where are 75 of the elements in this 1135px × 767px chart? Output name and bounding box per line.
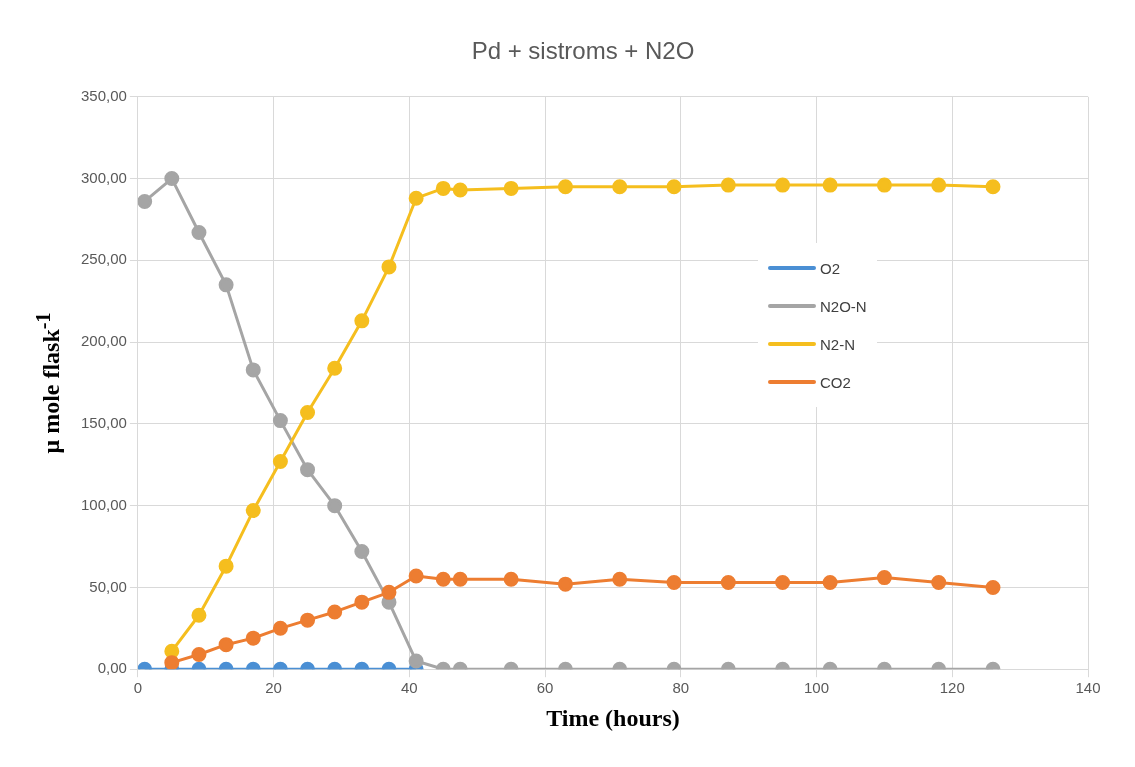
x-tick-label: 100 [804, 679, 830, 697]
y-tick-label: 100,00 [80, 495, 127, 513]
point [775, 575, 791, 591]
point [503, 571, 519, 587]
y-tick-label: 0,00 [97, 659, 127, 677]
point [666, 179, 682, 195]
point [775, 177, 791, 193]
point [381, 259, 397, 275]
legend-label: O2 [820, 259, 841, 277]
point [191, 646, 207, 662]
legend-label: CO2 [820, 373, 851, 391]
x-tick-label: 0 [133, 679, 143, 697]
x-tick-label: 140 [1075, 679, 1101, 697]
x-tick-label: 80 [672, 679, 690, 697]
point [354, 543, 370, 559]
point [612, 571, 628, 587]
point [408, 568, 424, 584]
y-tick-label: 300,00 [80, 168, 127, 186]
point [218, 277, 234, 293]
point [191, 607, 207, 623]
point [612, 179, 628, 195]
y-tick-label: 250,00 [80, 250, 127, 268]
chart-title: Pd + sistroms + N2O [471, 37, 695, 65]
point [327, 498, 343, 514]
legend-label: N2O-N [820, 297, 867, 315]
y-tick-label: 150,00 [80, 414, 127, 432]
point [720, 177, 736, 193]
point [164, 171, 180, 187]
point [985, 579, 1001, 595]
point [931, 177, 947, 193]
point [503, 180, 519, 196]
point [822, 575, 838, 591]
point [327, 604, 343, 620]
point [876, 177, 892, 193]
point [245, 503, 261, 519]
point [245, 362, 261, 378]
x-tick-label: 40 [401, 679, 418, 697]
point [985, 179, 1001, 195]
point [720, 575, 736, 591]
point [931, 575, 947, 591]
x-tick-label: 120 [939, 679, 965, 697]
point [245, 630, 261, 646]
point [354, 594, 370, 610]
point [354, 313, 370, 329]
point [327, 360, 343, 376]
point [876, 570, 892, 586]
point [452, 571, 468, 587]
point [272, 620, 288, 636]
x-axis-title: Time (hours) [546, 704, 680, 731]
point [300, 612, 316, 628]
x-tick-label: 60 [536, 679, 554, 697]
point [381, 584, 397, 600]
point [452, 182, 468, 198]
y-tick-label: 50,00 [89, 577, 127, 595]
point [408, 190, 424, 206]
point [666, 575, 682, 591]
point [408, 653, 424, 669]
point [164, 655, 180, 670]
point [272, 413, 288, 429]
point [822, 177, 838, 193]
point [137, 193, 153, 209]
y-tick-label: 200,00 [80, 332, 127, 350]
legend-label: N2-N [820, 335, 856, 353]
point [191, 225, 207, 241]
point [300, 404, 316, 420]
point [557, 179, 573, 195]
point [218, 637, 234, 653]
point [435, 571, 451, 587]
point [272, 454, 288, 469]
point [435, 180, 451, 196]
point [300, 462, 316, 478]
y-tick-label: 350,00 [80, 86, 127, 104]
point [218, 558, 234, 574]
x-tick-label: 20 [265, 679, 282, 697]
point [557, 576, 573, 592]
